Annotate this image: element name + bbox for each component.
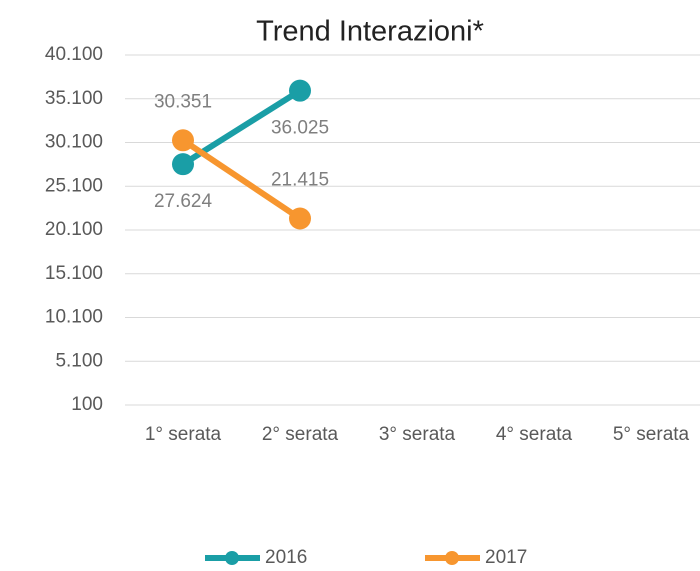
legend-marker <box>225 551 239 565</box>
y-tick-label: 5.100 <box>55 350 103 371</box>
point-marker <box>289 207 311 230</box>
y-tick-label: 100 <box>71 394 103 415</box>
y-tick-label: 15.100 <box>45 263 103 284</box>
y-tick-label: 30.100 <box>45 132 103 153</box>
chart-title: Trend Interazioni* <box>256 16 484 48</box>
series-line <box>180 137 303 222</box>
legend-label: 2017 <box>485 547 527 568</box>
value-label: 21.415 <box>271 170 329 191</box>
y-tick-label: 10.100 <box>45 307 103 328</box>
point-marker <box>172 153 194 176</box>
legend-marker <box>445 551 459 565</box>
x-tick-label: 2° serata <box>262 424 339 445</box>
y-tick-label: 20.100 <box>45 219 103 240</box>
point-marker <box>172 129 194 152</box>
value-label: 30.351 <box>154 91 212 112</box>
y-tick-label: 40.100 <box>45 44 103 65</box>
legend-label: 2016 <box>265 547 307 568</box>
x-tick-label: 5° serata <box>613 424 690 445</box>
x-tick-label: 3° serata <box>379 424 456 445</box>
x-tick-label: 1° serata <box>145 424 222 445</box>
value-label: 27.624 <box>154 191 213 212</box>
point-marker <box>289 79 311 102</box>
y-tick-label: 25.100 <box>45 175 103 196</box>
y-tick-label: 35.100 <box>45 88 103 109</box>
x-tick-label: 4° serata <box>496 424 573 445</box>
value-label: 36.025 <box>271 118 329 139</box>
